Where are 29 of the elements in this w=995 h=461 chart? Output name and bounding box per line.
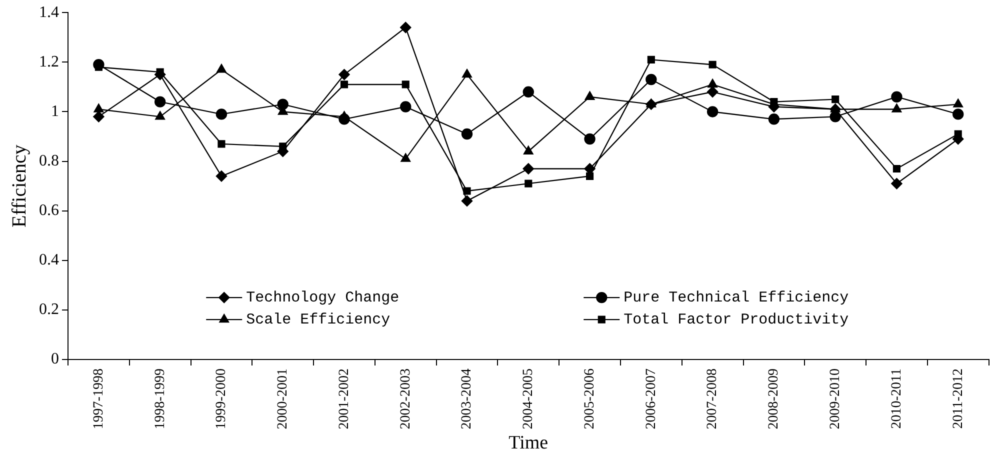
y-tick-label: 0.8	[39, 152, 59, 170]
x-tick-label: 1997-1998	[91, 368, 106, 430]
x-tick-label: 2006-2007	[644, 368, 659, 430]
x-tick-label: 2001-2002	[336, 368, 352, 430]
legend-label: Technology Change	[246, 290, 400, 307]
x-tick-label: 2010-2011	[889, 368, 904, 429]
x-tick-label: 2011-2012	[950, 368, 966, 429]
y-tick-label: 0	[51, 350, 59, 368]
y-tick-label: 1	[51, 102, 59, 120]
x-tick-label: 2008-2009	[766, 368, 782, 430]
x-tick-label: 2004-2005	[521, 368, 536, 430]
x-tick-label: 2007-2008	[705, 368, 720, 430]
x-tick-label: 2003-2004	[460, 368, 475, 430]
y-tick-label: 0.2	[39, 301, 59, 318]
legend-label: Scale Efficiency	[246, 312, 390, 329]
legend-label: Total Factor Productivity	[624, 312, 849, 329]
y-tick-label: 1.2	[39, 53, 59, 70]
x-tick-label: 2009-2010	[828, 368, 844, 430]
legend-label: Pure Technical Efficiency	[624, 290, 849, 307]
y-tick-label: 0.4	[39, 252, 59, 269]
x-axis-title: Time	[508, 432, 548, 454]
x-tick-label: 2000-2001	[276, 368, 291, 430]
x-tick-label: 1999-2000	[214, 368, 230, 430]
y-axis-title: Efficiency	[8, 144, 30, 228]
x-tick-label: 2002-2003	[398, 368, 414, 430]
y-tick-label: 0.6	[39, 202, 59, 220]
y-tick-label: 1.4	[39, 4, 59, 21]
x-tick-label: 1998-1999	[152, 368, 168, 430]
x-tick-label: 2005-2006	[582, 368, 598, 430]
